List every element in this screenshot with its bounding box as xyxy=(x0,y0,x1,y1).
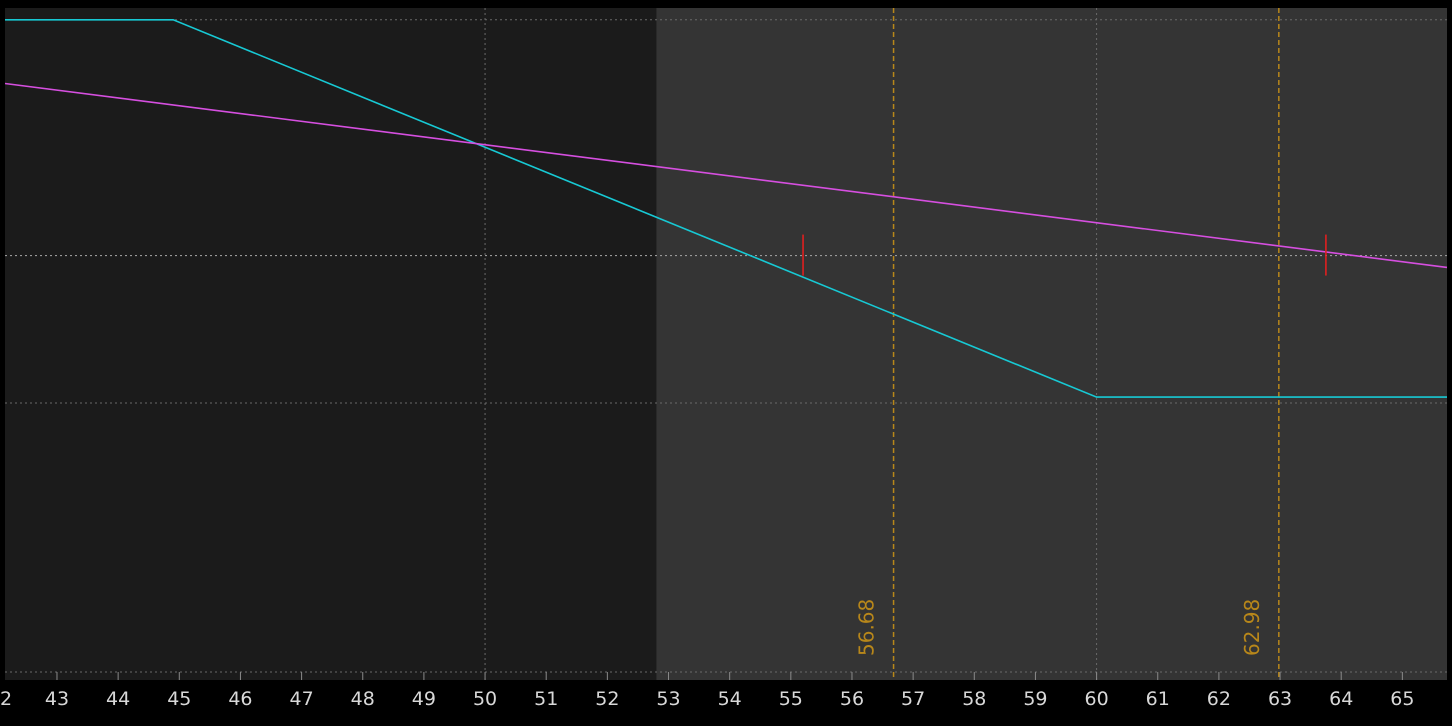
x-tick-label: 65 xyxy=(1390,688,1414,710)
x-tick-label: 43 xyxy=(45,688,69,710)
chart-background-left xyxy=(5,8,657,680)
x-tick-label: 52 xyxy=(595,688,619,710)
x-tick-label: 50 xyxy=(473,688,497,710)
price-marker-label: 56.68 xyxy=(855,599,879,656)
x-tick-label: 54 xyxy=(718,688,742,710)
x-tick-label: 57 xyxy=(901,688,925,710)
x-tick-label: 59 xyxy=(1023,688,1047,710)
x-axis: 2 43 44 45 46 47 48 49 50 51 52 53 54 55 56 57 58 59 60 61… xyxy=(0,672,1414,710)
x-axis-background xyxy=(0,680,1452,726)
x-tick-label: 64 xyxy=(1329,688,1353,710)
x-tick-label: 47 xyxy=(290,688,314,710)
x-tick-label: 51 xyxy=(534,688,558,710)
x-tick-label: 63 xyxy=(1268,688,1292,710)
x-tick-label: 44 xyxy=(106,688,130,710)
series-layer xyxy=(4,19,1448,398)
grid-layer xyxy=(5,8,1447,680)
x-tick-label: 45 xyxy=(167,688,191,710)
chart-background-right xyxy=(656,8,1447,680)
x-tick-label: 61 xyxy=(1146,688,1170,710)
breakeven-layer xyxy=(802,234,1327,276)
x-tick-label: 60 xyxy=(1084,688,1108,710)
x-tick-label: 53 xyxy=(656,688,680,710)
x-tick-label: 62 xyxy=(1207,688,1231,710)
price-marker-label: 62.98 xyxy=(1240,599,1264,656)
x-tick-label: 49 xyxy=(412,688,436,710)
x-tick-label: 48 xyxy=(351,688,375,710)
x-tick-label: 46 xyxy=(228,688,252,710)
x-tick-label: 58 xyxy=(962,688,986,710)
series-line-1 xyxy=(5,19,1447,398)
x-tick-label: 55 xyxy=(779,688,803,710)
x-tick-label-partial: 2 xyxy=(0,688,12,710)
x-tick-label: 56 xyxy=(840,688,864,710)
series-line-2 xyxy=(4,82,1448,269)
marker-layer: 56.68 62.98 xyxy=(855,8,1280,680)
